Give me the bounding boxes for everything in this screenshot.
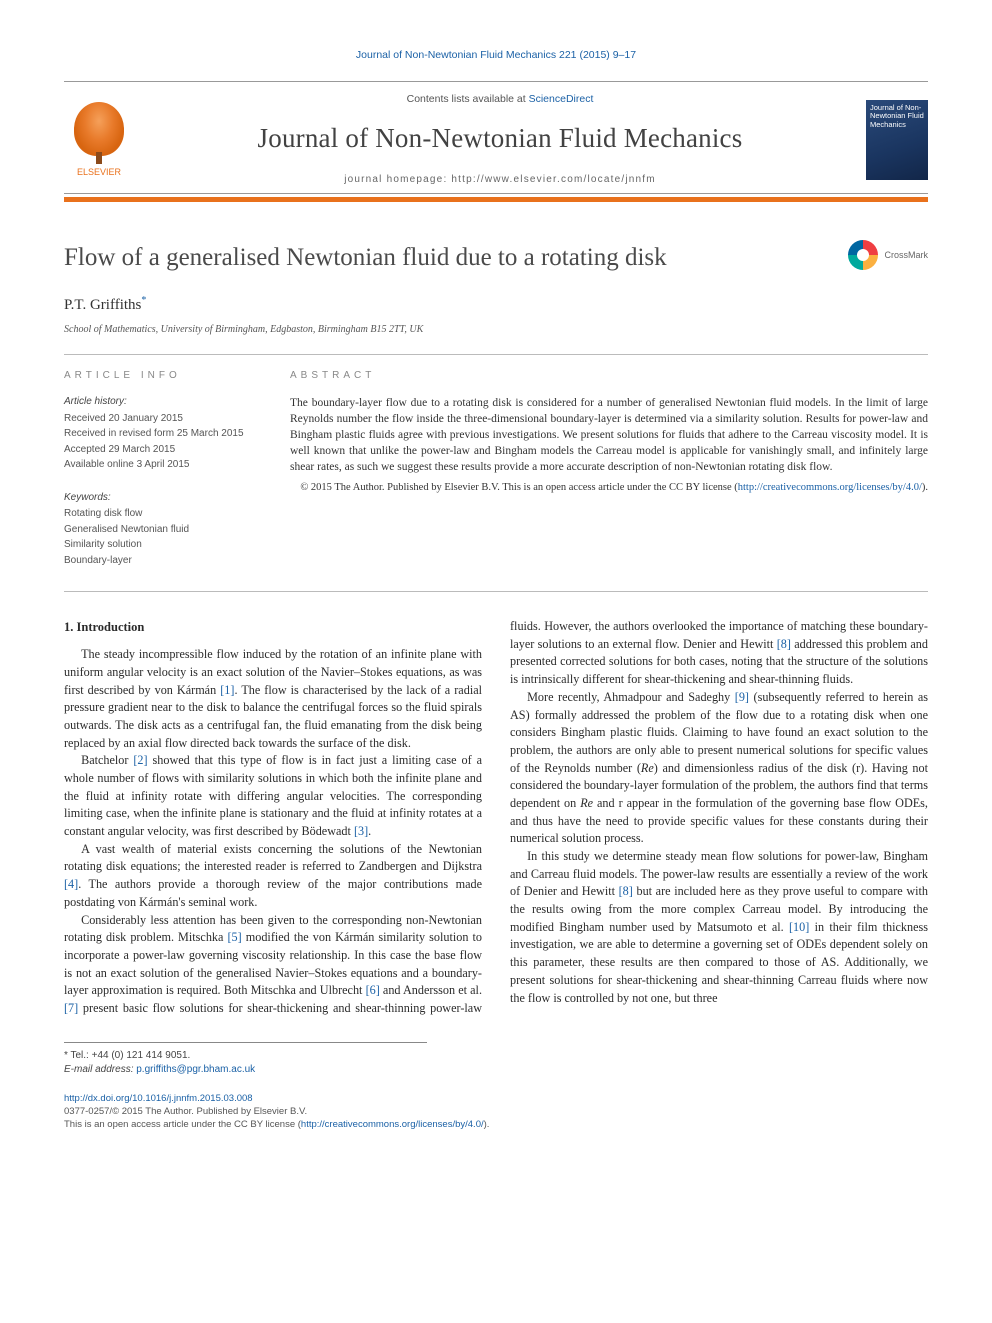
ref-link[interactable]: [6] xyxy=(366,983,380,997)
italic-re: Re xyxy=(580,796,593,810)
ref-link[interactable]: [5] xyxy=(227,930,241,944)
ref-link[interactable]: [9] xyxy=(735,690,749,704)
publisher-label: ELSEVIER xyxy=(77,166,121,179)
license-link[interactable]: http://creativecommons.org/licenses/by/4… xyxy=(738,482,922,493)
ref-link[interactable]: [3] xyxy=(354,824,368,838)
paragraph: In this study we determine steady mean f… xyxy=(510,848,928,1007)
ref-link[interactable]: [7] xyxy=(64,1001,78,1015)
history-item: Received in revised form 25 March 2015 xyxy=(64,427,262,442)
keyword-item: Similarity solution xyxy=(64,538,262,553)
abstract-col: abstract The boundary-layer flow due to … xyxy=(290,369,928,570)
cover-title: Journal of Non-Newtonian Fluid Mechanics xyxy=(870,104,924,130)
author-line: P.T. Griffiths* xyxy=(64,294,928,317)
paragraph: A vast wealth of material exists concern… xyxy=(64,841,482,912)
corr-email-line: E-mail address: p.griffiths@pgr.bham.ac.… xyxy=(64,1063,427,1078)
corr-tel: * Tel.: +44 (0) 121 414 9051. xyxy=(64,1049,427,1064)
orange-divider xyxy=(64,197,928,202)
top-citation: Journal of Non-Newtonian Fluid Mechanics… xyxy=(64,48,928,63)
journal-header: ELSEVIER Contents lists available at Sci… xyxy=(64,81,928,194)
ref-link[interactable]: [2] xyxy=(133,753,147,767)
elsevier-logo: ELSEVIER xyxy=(64,101,134,179)
footer-license-link[interactable]: http://creativecommons.org/licenses/by/4… xyxy=(301,1119,484,1130)
abstract-heading: abstract xyxy=(290,369,928,384)
sciencedirect-link[interactable]: ScienceDirect xyxy=(529,93,594,105)
ref-link[interactable]: [10] xyxy=(789,920,809,934)
history-item: Available online 3 April 2015 xyxy=(64,458,262,473)
contents-line: Contents lists available at ScienceDirec… xyxy=(134,92,866,107)
contents-prefix: Contents lists available at xyxy=(407,93,529,105)
paragraph: More recently, Ahmadpour and Sadeghy [9]… xyxy=(510,689,928,848)
author-corr-marker[interactable]: * xyxy=(141,295,146,306)
doi-link[interactable]: http://dx.doi.org/10.1016/j.jnnfm.2015.0… xyxy=(64,1093,253,1104)
page: Journal of Non-Newtonian Fluid Mechanics… xyxy=(0,0,992,1164)
section-title: 1. Introduction xyxy=(64,618,482,636)
affiliation: School of Mathematics, University of Bir… xyxy=(64,323,928,338)
crossmark-label: CrossMark xyxy=(884,249,928,262)
ref-link[interactable]: [8] xyxy=(619,884,633,898)
email-label: E-mail address: xyxy=(64,1064,133,1075)
info-heading: article info xyxy=(64,369,262,384)
crossmark-badge[interactable]: CrossMark xyxy=(848,240,928,270)
footer-block: http://dx.doi.org/10.1016/j.jnnfm.2015.0… xyxy=(64,1092,928,1132)
abstract-copyright: © 2015 The Author. Published by Elsevier… xyxy=(290,480,928,495)
article-info-col: article info Article history: Received 2… xyxy=(64,369,262,570)
journal-cover-thumb: Journal of Non-Newtonian Fluid Mechanics xyxy=(866,100,928,180)
header-center: Contents lists available at ScienceDirec… xyxy=(134,92,866,187)
history-item: Accepted 29 March 2015 xyxy=(64,443,262,458)
issn-line: 0377-0257/© 2015 The Author. Published b… xyxy=(64,1105,928,1118)
history-label: Article history: xyxy=(64,395,262,410)
copyright-close: ). xyxy=(922,482,928,493)
email-link[interactable]: p.griffiths@pgr.bham.ac.uk xyxy=(136,1064,255,1075)
body-columns: 1. Introduction The steady incompressibl… xyxy=(64,618,928,1018)
ref-link[interactable]: [1] xyxy=(220,683,234,697)
history-item: Received 20 January 2015 xyxy=(64,412,262,427)
keyword-item: Rotating disk flow xyxy=(64,507,262,522)
ref-link[interactable]: [4] xyxy=(64,877,78,891)
homepage-url[interactable]: http://www.elsevier.com/locate/jnnfm xyxy=(451,174,655,185)
license-line: This is an open access article under the… xyxy=(64,1118,928,1131)
keyword-item: Generalised Newtonian fluid xyxy=(64,523,262,538)
elsevier-tree-icon xyxy=(74,102,124,156)
author-name: P.T. Griffiths xyxy=(64,297,141,313)
paragraph: Batchelor [2] showed that this type of f… xyxy=(64,752,482,840)
keywords-label: Keywords: xyxy=(64,491,262,506)
ref-link[interactable]: [8] xyxy=(777,637,791,651)
crossmark-icon xyxy=(848,240,878,270)
journal-name: Journal of Non-Newtonian Fluid Mechanics xyxy=(134,119,866,158)
article-title: Flow of a generalised Newtonian fluid du… xyxy=(64,240,848,276)
footnote-block: * Tel.: +44 (0) 121 414 9051. E-mail add… xyxy=(64,1042,427,1078)
italic-re: Re xyxy=(641,761,654,775)
paragraph: The steady incompressible flow induced b… xyxy=(64,646,482,752)
info-abstract-row: article info Article history: Received 2… xyxy=(64,355,928,593)
homepage-prefix: journal homepage: xyxy=(344,174,451,185)
abstract-text: The boundary-layer flow due to a rotatin… xyxy=(290,395,928,475)
homepage-line: journal homepage: http://www.elsevier.co… xyxy=(134,173,866,188)
copyright-text: © 2015 The Author. Published by Elsevier… xyxy=(300,482,737,493)
keyword-item: Boundary-layer xyxy=(64,554,262,569)
title-row: Flow of a generalised Newtonian fluid du… xyxy=(64,240,928,294)
